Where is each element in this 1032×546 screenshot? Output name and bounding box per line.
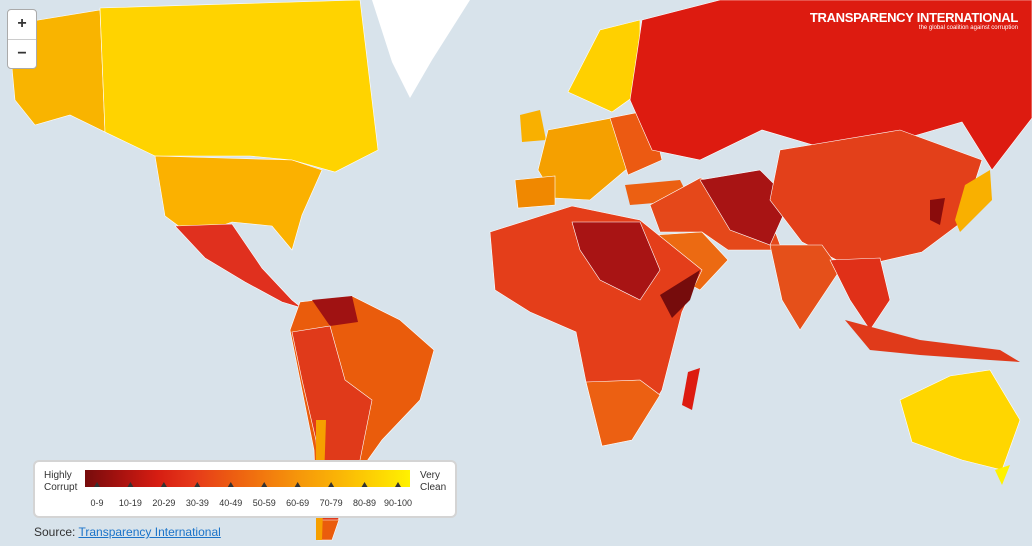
madagascar [682,368,700,410]
legend-tick [294,482,301,487]
korea [930,198,945,225]
scandinavia [567,19,641,113]
legend-tick [395,482,401,487]
somalia [660,270,700,318]
legend-tick-label: 30-39 [185,498,209,508]
legend-low-label: Highly Corrupt [44,470,78,493]
china [769,129,983,269]
southeast-asia [829,257,891,331]
zoom-in[interactable]: + [8,10,36,40]
legend-ticks: 0-9 10-19 20-29 30-39 40-49 50-59 60-69 70-79 80… [85,498,413,512]
russia [629,0,1032,171]
canada [99,0,379,173]
greenland [372,0,470,98]
new-zealand [995,465,1010,485]
legend-gradient [85,470,410,487]
sahel [571,221,661,301]
southern-africa [585,379,661,447]
legend-tick [361,482,368,487]
legend-tick [227,482,234,487]
legend-tick-label: 90-100 [383,498,413,508]
indonesia [845,320,1020,362]
legend-tick [94,482,100,487]
legend-tick-label: 10-19 [118,498,142,508]
legend-tick-label: 0-9 [90,498,104,508]
logo-title: TRANSPARENCY INTERNATIONAL [809,10,1018,25]
australia [899,369,1021,471]
uk [520,110,546,142]
legend-high-label: Very Clean [420,470,447,493]
central-asia [699,169,791,246]
legend-tick-label: 70-79 [319,498,343,508]
legend-tick [127,482,134,487]
source-link[interactable]: Transparency International [78,525,221,539]
logo: TRANSPARENCY INTERNATIONAL the global co… [810,10,1018,31]
legend-tick-label: 60-69 [286,498,310,508]
iberia [514,175,556,209]
source-prefix: Source: [34,525,76,539]
japan [955,170,992,232]
legend-tick-label: 40-49 [219,498,243,508]
venezuela [312,296,358,326]
legend: Highly Corrupt 0-9 10-19 20-29 30-39 40-49 50… [33,460,457,518]
source: Source: Transparency International [34,525,221,539]
india [769,244,841,331]
logo-tagline: the global coalition against corruption [918,25,1018,31]
legend-tick-label: 50-59 [252,498,276,508]
zoom-out[interactable]: − [17,45,27,62]
legend-tick [261,482,268,487]
legend-tick-label: 20-29 [152,498,176,508]
legend-tick-label: 80-89 [353,498,377,508]
legend-tick [194,482,201,487]
legend-tick [328,482,335,487]
legend-scale [85,470,410,487]
legend-tick [160,482,167,487]
zoom-control[interactable]: + − [7,9,37,69]
